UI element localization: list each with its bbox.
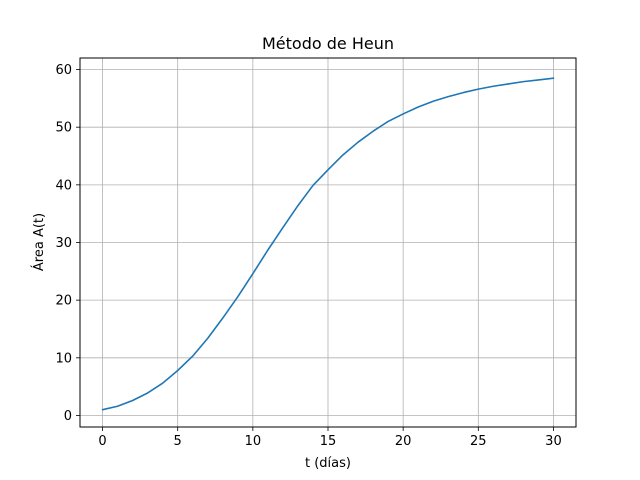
chart-title: Método de Heun (262, 34, 394, 53)
x-tick-label: 10 (245, 434, 262, 449)
series-line (101, 77, 555, 411)
x-tick-label: 0 (98, 434, 106, 449)
x-tick-label: 15 (320, 434, 337, 449)
x-tick-label: 5 (174, 434, 182, 449)
y-axis: 0 10 20 30 40 50 60 (55, 63, 80, 424)
y-tick-label: 30 (55, 236, 72, 251)
x-tick-label: 20 (395, 434, 412, 449)
x-axis: 0 5 10 15 20 25 30 (98, 427, 562, 449)
series-layer (101, 77, 555, 411)
y-tick-label: 20 (55, 294, 72, 309)
y-tick-label: 10 (55, 351, 72, 366)
y-tick-label: 40 (55, 178, 72, 193)
x-axis-label: t (días) (305, 456, 351, 471)
y-tick-label: 60 (55, 63, 72, 78)
x-tick-label: 25 (470, 434, 487, 449)
y-tick-label: 0 (64, 409, 72, 424)
y-tick-label: 50 (55, 121, 72, 136)
y-axis-label: Área A(t) (31, 213, 47, 271)
x-tick-label: 30 (545, 434, 562, 449)
grid (80, 58, 576, 427)
